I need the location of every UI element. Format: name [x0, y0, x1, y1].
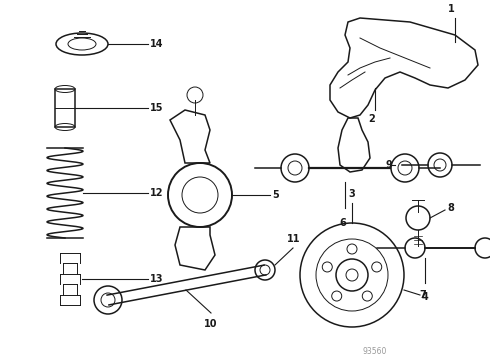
Text: 10: 10 [204, 319, 218, 329]
Text: 2: 2 [368, 114, 375, 124]
Text: 15: 15 [150, 103, 164, 113]
Text: 14: 14 [150, 39, 164, 49]
Bar [55, 89, 75, 127]
Text: 93560: 93560 [363, 347, 387, 356]
Text: 7: 7 [419, 290, 426, 300]
Text: 6: 6 [339, 218, 346, 228]
Text: 11: 11 [287, 234, 300, 244]
Text: 3: 3 [348, 189, 355, 199]
Text: 13: 13 [150, 274, 164, 284]
Text: 4: 4 [422, 292, 429, 302]
Text: 8: 8 [447, 203, 454, 213]
Text: 9: 9 [385, 160, 392, 170]
Text: 12: 12 [150, 188, 164, 198]
Text: 5: 5 [272, 190, 279, 200]
Text: 1: 1 [448, 4, 455, 14]
